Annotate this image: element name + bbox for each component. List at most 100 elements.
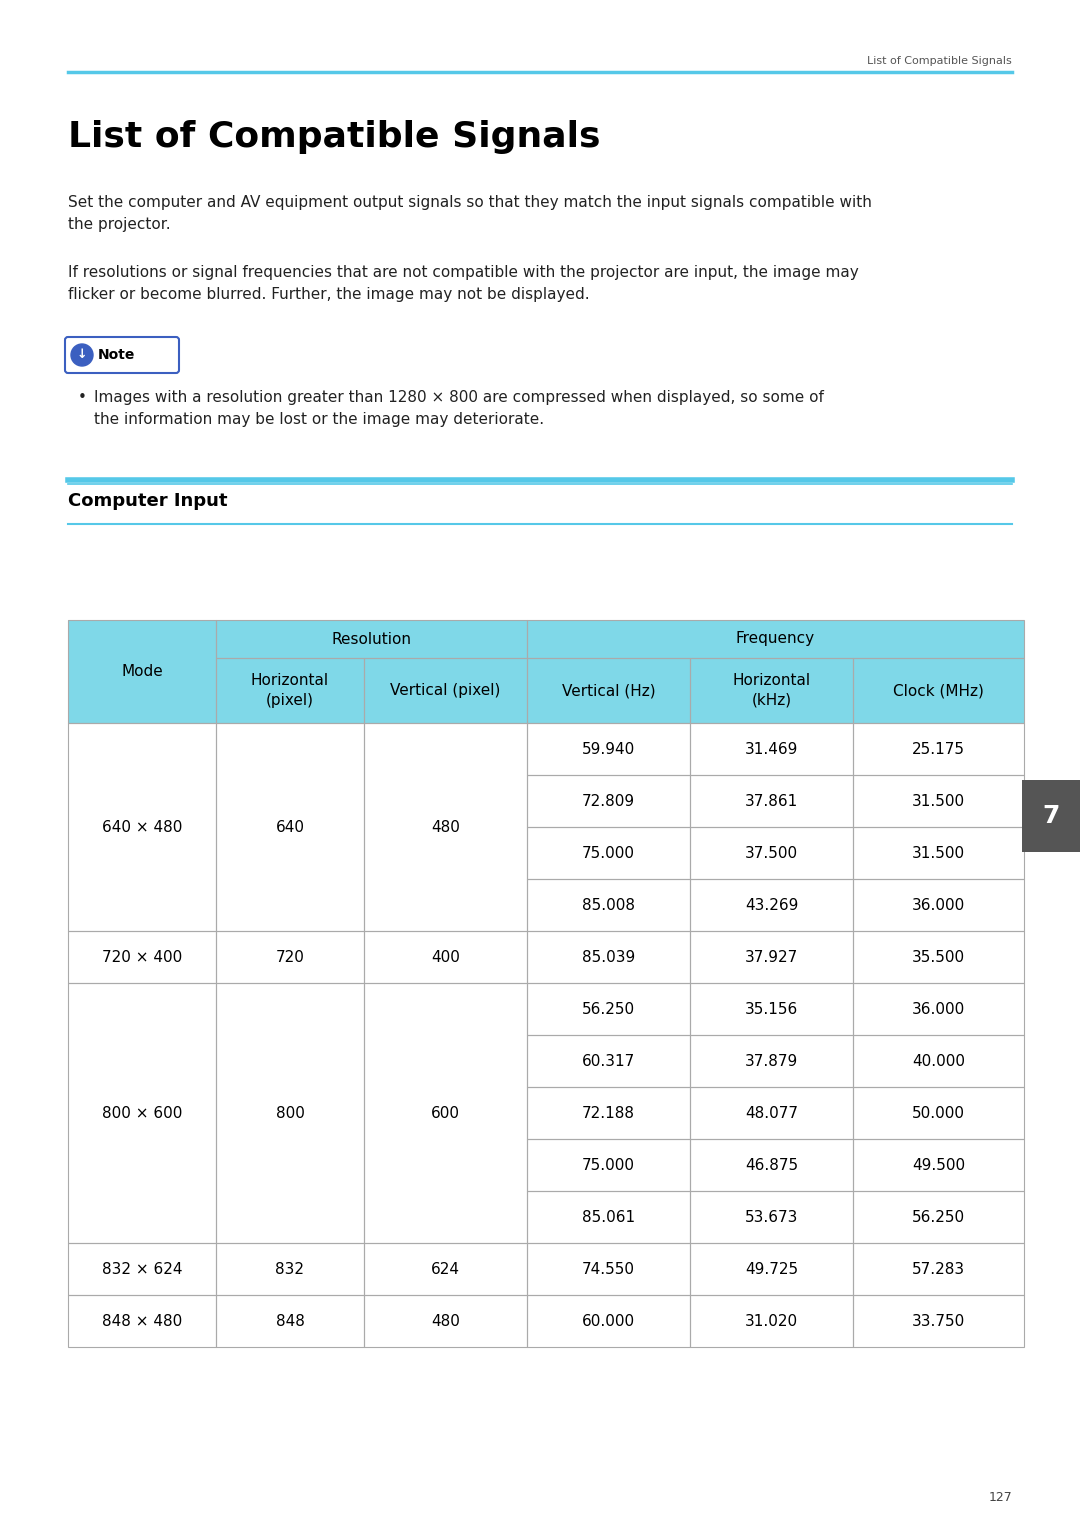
- Bar: [364, 659, 527, 723]
- Bar: [853, 827, 1024, 879]
- Bar: [527, 879, 690, 931]
- Text: 75.000: 75.000: [582, 846, 635, 861]
- Text: 848: 848: [275, 1313, 305, 1328]
- Text: 53.673: 53.673: [745, 1209, 798, 1224]
- Bar: [527, 1088, 690, 1138]
- Text: Set the computer and AV equipment output signals so that they match the input si: Set the computer and AV equipment output…: [68, 195, 872, 231]
- Bar: [690, 827, 853, 879]
- Bar: [364, 1295, 527, 1347]
- Text: 25.175: 25.175: [912, 741, 966, 757]
- Bar: [527, 931, 690, 984]
- Bar: [527, 1036, 690, 1088]
- FancyBboxPatch shape: [65, 337, 179, 372]
- Text: Mode: Mode: [121, 663, 163, 679]
- Text: 640: 640: [275, 820, 305, 835]
- Bar: [527, 1138, 690, 1190]
- Text: 85.039: 85.039: [582, 950, 635, 965]
- Bar: [364, 1242, 527, 1295]
- Text: 31.469: 31.469: [745, 741, 798, 757]
- Bar: [68, 1295, 216, 1347]
- Text: Note: Note: [98, 348, 135, 362]
- Text: 127: 127: [988, 1491, 1012, 1504]
- Text: 640 × 480: 640 × 480: [102, 820, 183, 835]
- Text: 600: 600: [431, 1106, 460, 1120]
- Bar: [690, 1088, 853, 1138]
- Text: 59.940: 59.940: [582, 741, 635, 757]
- Text: 31.020: 31.020: [745, 1313, 798, 1328]
- Bar: [690, 879, 853, 931]
- Text: List of Compatible Signals: List of Compatible Signals: [68, 119, 600, 155]
- Bar: [1022, 780, 1080, 852]
- Bar: [690, 931, 853, 984]
- Bar: [853, 1295, 1024, 1347]
- Text: Computer Input: Computer Input: [68, 492, 228, 510]
- Bar: [216, 1242, 364, 1295]
- Text: 72.188: 72.188: [582, 1106, 635, 1120]
- Text: 31.500: 31.500: [912, 794, 966, 809]
- Text: 49.725: 49.725: [745, 1261, 798, 1276]
- Bar: [216, 723, 364, 931]
- Bar: [527, 1190, 690, 1242]
- Text: 35.156: 35.156: [745, 1002, 798, 1017]
- Text: Vertical (Hz): Vertical (Hz): [562, 683, 656, 699]
- Text: 33.750: 33.750: [912, 1313, 966, 1328]
- Bar: [690, 1138, 853, 1190]
- Text: 56.250: 56.250: [582, 1002, 635, 1017]
- Text: If resolutions or signal frequencies that are not compatible with the projector : If resolutions or signal frequencies tha…: [68, 265, 859, 302]
- Text: 46.875: 46.875: [745, 1158, 798, 1172]
- Bar: [527, 775, 690, 827]
- Bar: [364, 723, 527, 931]
- Text: 56.250: 56.250: [912, 1209, 966, 1224]
- Bar: [853, 1190, 1024, 1242]
- Bar: [527, 1295, 690, 1347]
- Text: 832: 832: [275, 1261, 305, 1276]
- Bar: [216, 1295, 364, 1347]
- Text: Images with a resolution greater than 1280 × 800 are compressed when displayed, : Images with a resolution greater than 12…: [94, 391, 824, 426]
- Text: 800 × 600: 800 × 600: [102, 1106, 183, 1120]
- Bar: [527, 1242, 690, 1295]
- Bar: [853, 723, 1024, 775]
- Bar: [690, 659, 853, 723]
- Text: 720 × 400: 720 × 400: [102, 950, 183, 965]
- Text: 37.927: 37.927: [745, 950, 798, 965]
- Bar: [216, 620, 527, 659]
- Text: Horizontal
(pixel): Horizontal (pixel): [251, 674, 329, 708]
- Text: 480: 480: [431, 1313, 460, 1328]
- Text: 36.000: 36.000: [912, 1002, 966, 1017]
- Text: 43.269: 43.269: [745, 898, 798, 913]
- Text: 36.000: 36.000: [912, 898, 966, 913]
- Bar: [853, 659, 1024, 723]
- Text: 832 × 624: 832 × 624: [102, 1261, 183, 1276]
- Bar: [527, 984, 690, 1036]
- Text: 75.000: 75.000: [582, 1158, 635, 1172]
- Bar: [853, 1242, 1024, 1295]
- Text: 60.317: 60.317: [582, 1054, 635, 1068]
- Bar: [853, 984, 1024, 1036]
- Bar: [853, 775, 1024, 827]
- Bar: [216, 659, 364, 723]
- Text: 31.500: 31.500: [912, 846, 966, 861]
- Text: •: •: [78, 391, 86, 404]
- Text: Resolution: Resolution: [332, 631, 411, 647]
- Text: 37.879: 37.879: [745, 1054, 798, 1068]
- Text: 85.008: 85.008: [582, 898, 635, 913]
- Text: Clock (MHz): Clock (MHz): [893, 683, 984, 699]
- Bar: [853, 1138, 1024, 1190]
- Bar: [364, 659, 527, 723]
- Text: 72.809: 72.809: [582, 794, 635, 809]
- Text: 74.550: 74.550: [582, 1261, 635, 1276]
- Text: 49.500: 49.500: [912, 1158, 966, 1172]
- Bar: [527, 827, 690, 879]
- Text: 35.500: 35.500: [912, 950, 966, 965]
- Bar: [68, 620, 216, 723]
- Bar: [690, 984, 853, 1036]
- Bar: [216, 984, 364, 1242]
- Bar: [68, 620, 216, 723]
- Text: 848 × 480: 848 × 480: [102, 1313, 183, 1328]
- Bar: [690, 659, 853, 723]
- Bar: [853, 879, 1024, 931]
- Bar: [68, 931, 216, 984]
- Text: 720: 720: [275, 950, 305, 965]
- Text: 60.000: 60.000: [582, 1313, 635, 1328]
- Text: Vertical (pixel): Vertical (pixel): [390, 683, 501, 699]
